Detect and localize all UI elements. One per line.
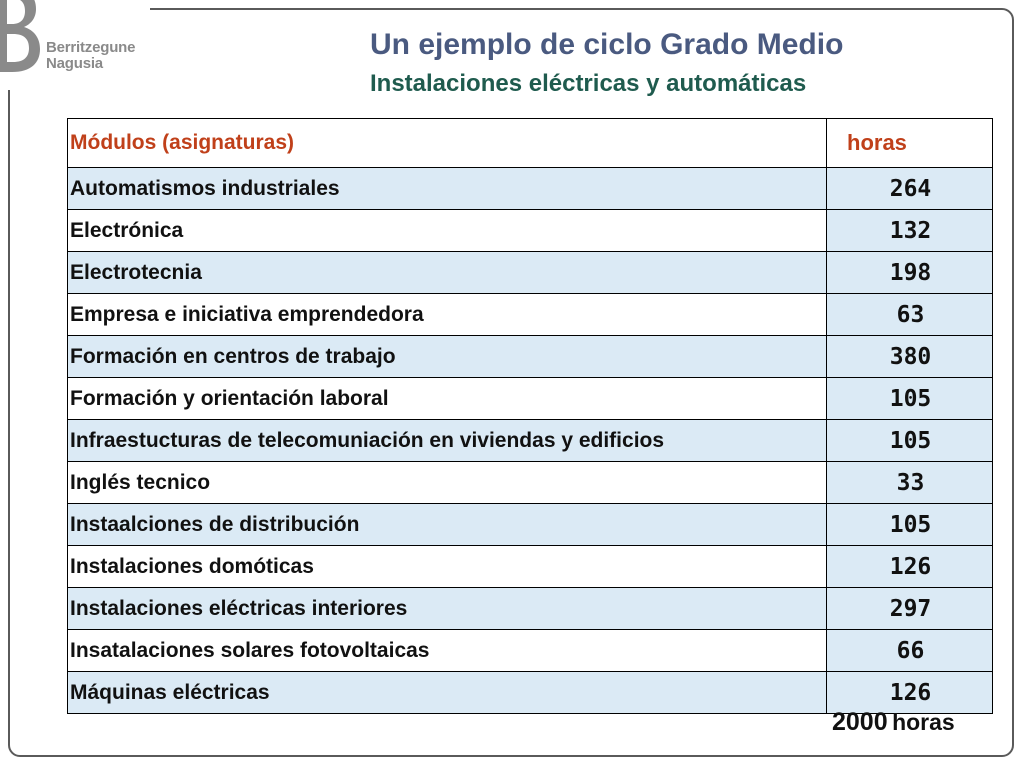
- table-header-row: Módulos (asignaturas) horas: [67, 118, 993, 168]
- table-row: Formación y orientación laboral 105: [67, 377, 993, 420]
- module-hours: 33: [826, 461, 993, 504]
- table-row: Electrotecnia 198: [67, 251, 993, 294]
- module-name: Instalaciones eléctricas interiores: [67, 587, 827, 630]
- module-name: Formación en centros de trabajo: [67, 335, 827, 378]
- table-row: Instalaciones eléctricas interiores 297: [67, 587, 993, 630]
- table-row: Empresa e iniciativa emprendedora 63: [67, 293, 993, 336]
- module-name: Empresa e iniciativa emprendedora: [67, 293, 827, 336]
- table-row: Formación en centros de trabajo 380: [67, 335, 993, 378]
- module-hours: 198: [826, 251, 993, 294]
- header-hours: horas: [826, 118, 993, 168]
- module-name: Máquinas eléctricas: [67, 671, 827, 714]
- module-name: Electrotecnia: [67, 251, 827, 294]
- module-hours: 63: [826, 293, 993, 336]
- table-row: Electrónica 132: [67, 209, 993, 252]
- module-name: Inglés tecnico: [67, 461, 827, 504]
- module-name: Instaalciones de distribución: [67, 503, 827, 546]
- module-hours: 297: [826, 587, 993, 630]
- table-row: Infraestucturas de telecomuniación en vi…: [67, 419, 993, 462]
- module-hours: 105: [826, 419, 993, 462]
- table-row: Insatalaciones solares fotovoltaicas 66: [67, 629, 993, 672]
- total-unit: horas: [892, 709, 955, 735]
- logo: Berritzegune Nagusia: [0, 0, 150, 90]
- total-hours: 2000 horas: [832, 708, 955, 737]
- module-name: Formación y orientación laboral: [67, 377, 827, 420]
- module-name: Infraestucturas de telecomuniación en vi…: [67, 419, 827, 462]
- module-hours: 105: [826, 377, 993, 420]
- module-name: Instalaciones domóticas: [67, 545, 827, 588]
- table-row: Automatismos industriales 264: [67, 167, 993, 210]
- module-name: Electrónica: [67, 209, 827, 252]
- modules-table: Módulos (asignaturas) horas Automatismos…: [67, 118, 993, 714]
- table-row: Máquinas eléctricas 126: [67, 671, 993, 714]
- module-name: Automatismos industriales: [67, 167, 827, 210]
- module-hours: 66: [826, 629, 993, 672]
- logo-b-icon: [0, 0, 40, 72]
- logo-line-2: Nagusia: [46, 55, 103, 72]
- table-row: Instalaciones domóticas 126: [67, 545, 993, 588]
- module-hours: 126: [826, 545, 993, 588]
- module-hours: 380: [826, 335, 993, 378]
- module-name: Insatalaciones solares fotovoltaicas: [67, 629, 827, 672]
- module-hours: 105: [826, 503, 993, 546]
- module-hours: 264: [826, 167, 993, 210]
- logo-text: Berritzegune Nagusia: [46, 40, 135, 72]
- page-subtitle: Instalaciones eléctricas y automáticas: [370, 70, 807, 97]
- module-hours: 126: [826, 671, 993, 714]
- module-hours: 132: [826, 209, 993, 252]
- page-title: Un ejemplo de ciclo Grado Medio: [370, 28, 844, 61]
- table-row: Instaalciones de distribución 105: [67, 503, 993, 546]
- total-value: 2000: [832, 708, 888, 736]
- table-row: Inglés tecnico 33: [67, 461, 993, 504]
- header-module: Módulos (asignaturas): [67, 118, 827, 168]
- logo-line-1: Berritzegune: [46, 39, 136, 56]
